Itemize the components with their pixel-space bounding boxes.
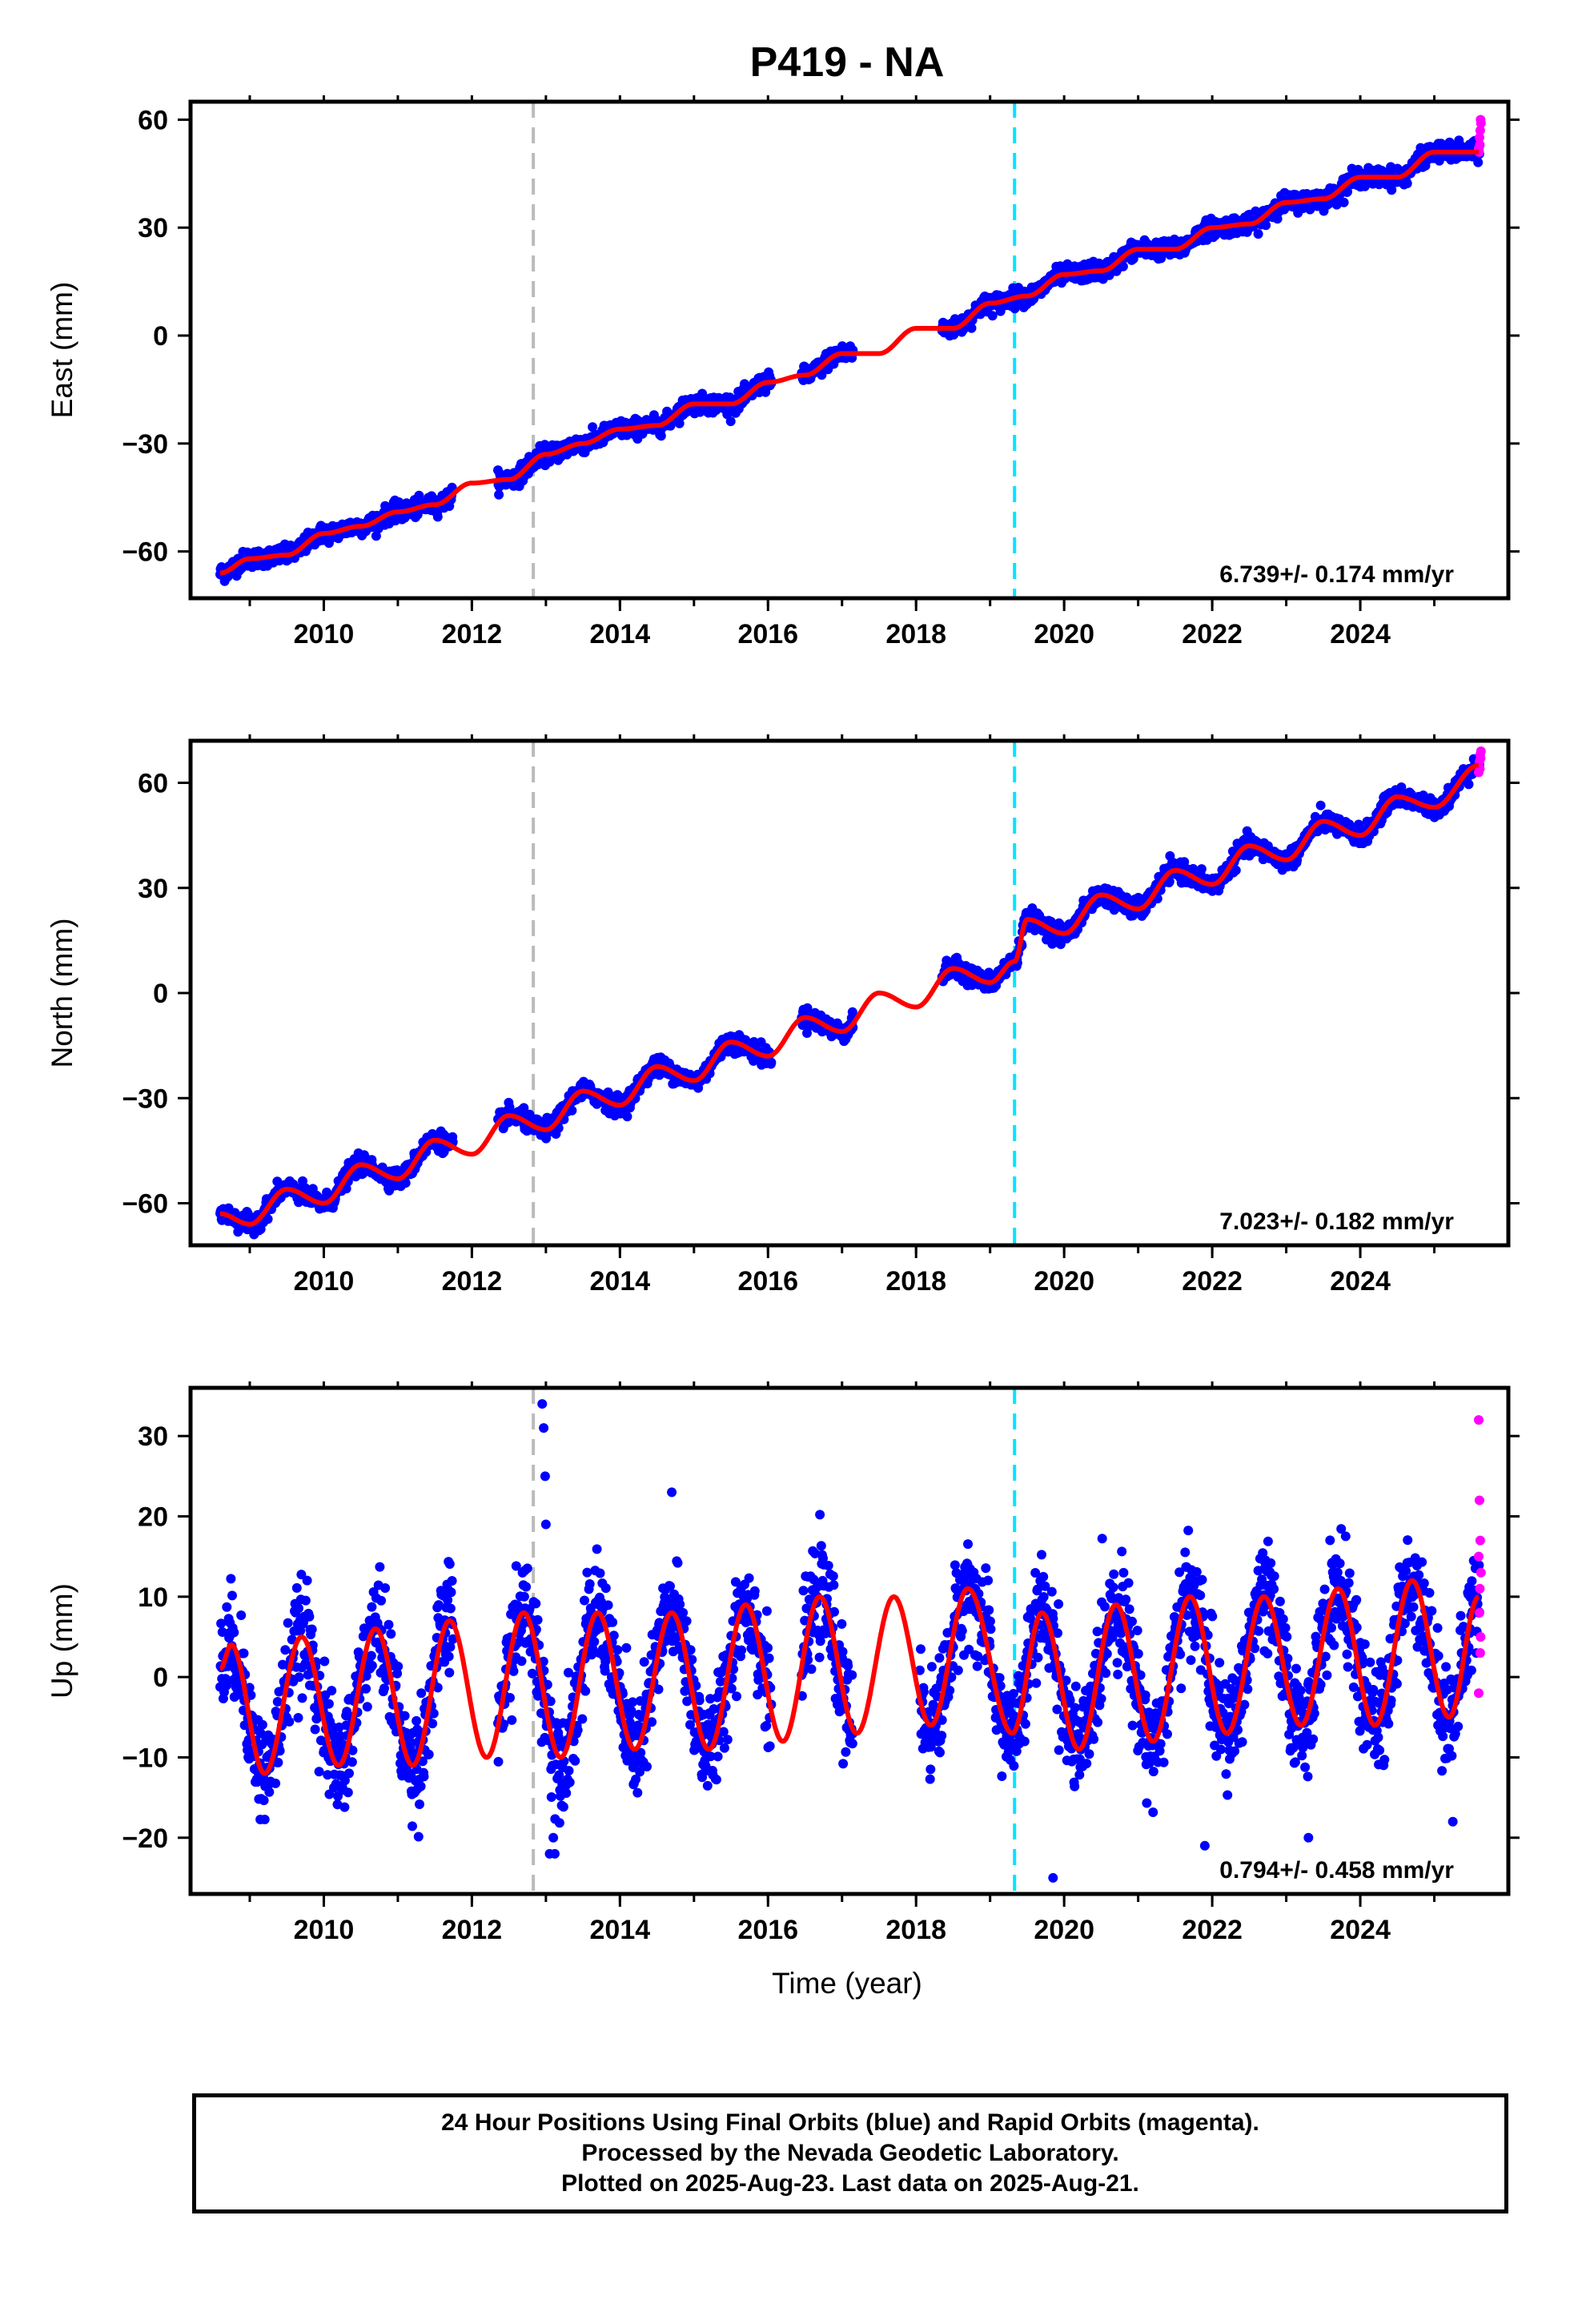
- rapid-orbit-point: [1476, 115, 1486, 125]
- data-point: [1196, 864, 1207, 875]
- velocity-rate-label: 6.739+/- 0.174 mm/yr: [1219, 561, 1454, 588]
- data-point: [588, 422, 598, 432]
- data-point: [414, 490, 424, 501]
- x-tick-label: 2016: [737, 619, 798, 649]
- y-tick-label: 60: [138, 105, 168, 135]
- rapid-orbit-point: [1475, 125, 1485, 135]
- data-point: [1253, 229, 1263, 239]
- x-tick-label: 2014: [590, 619, 651, 649]
- data-point: [966, 323, 977, 333]
- data-point: [697, 388, 708, 399]
- east-panel: 2010 2012 2014 2016 2018 2020 2022 2024 −60 −30 0 3…: [46, 95, 1520, 649]
- model-fit-line: [218, 149, 1481, 576]
- data-point: [656, 431, 666, 441]
- rapid-orbit-point: [1474, 132, 1484, 143]
- data-point: [1339, 197, 1349, 207]
- y-tick-label: 0: [153, 321, 168, 352]
- x-tick-label: 2022: [1182, 619, 1243, 649]
- y-tick-label: −30: [122, 429, 168, 460]
- data-point: [567, 1105, 577, 1116]
- data-point: [494, 489, 504, 500]
- data-point: [1315, 800, 1326, 810]
- y-tick-label: −60: [122, 537, 168, 568]
- data-point: [725, 416, 736, 427]
- plot-area: [215, 741, 1486, 1245]
- x-tick-label: 2010: [294, 619, 355, 649]
- x-tick-label: 2018: [885, 619, 946, 649]
- data-point: [400, 1178, 411, 1188]
- data-point: [1464, 779, 1474, 790]
- data-point: [987, 311, 998, 321]
- final-orbit-points: [215, 754, 1484, 1240]
- data-point: [371, 531, 381, 541]
- data-point: [1261, 220, 1271, 231]
- data-point: [1402, 179, 1412, 188]
- data-point: [817, 370, 827, 380]
- chart-title: P419 - NA: [750, 39, 945, 86]
- plot-frame: [188, 99, 1511, 601]
- data-point: [1231, 865, 1241, 875]
- data-point: [1118, 261, 1128, 271]
- plot-area: [215, 102, 1486, 598]
- data-point: [263, 1214, 273, 1224]
- x-tick-label: 2024: [1330, 619, 1391, 649]
- north-panel: 2010 2012 2014 2016 2018 2020 2022 2024−60−3003…: [46, 734, 1520, 1297]
- data-point: [766, 1057, 777, 1068]
- data-point: [622, 1112, 632, 1122]
- data-point: [1387, 185, 1397, 195]
- x-tick-label: 2012: [442, 619, 503, 649]
- data-point: [432, 512, 443, 522]
- data-point: [1473, 157, 1484, 167]
- x-tick-label: 2020: [1034, 619, 1094, 649]
- y-axis-label: East (mm): [46, 282, 78, 419]
- y-tick-label: 30: [138, 213, 168, 243]
- rapid-orbit-point: [1475, 139, 1485, 150]
- data-point: [519, 1103, 529, 1113]
